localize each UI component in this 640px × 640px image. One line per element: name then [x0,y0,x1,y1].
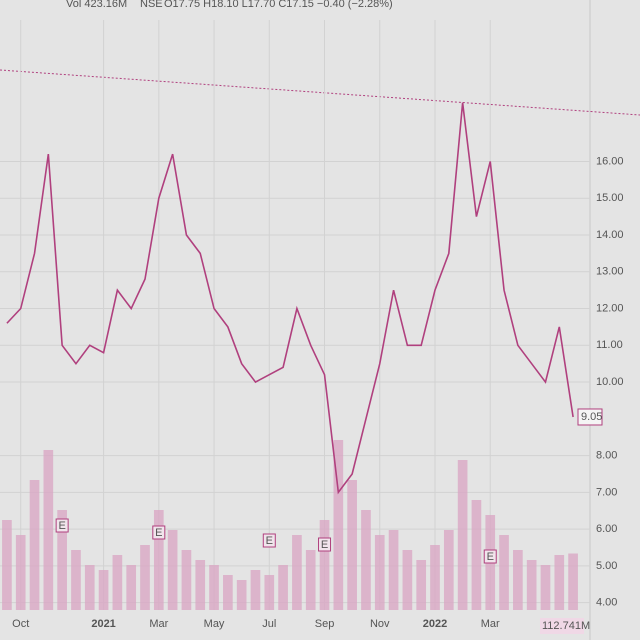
price-line [6,102,574,495]
volume-bar [416,560,427,610]
volume-bar [236,580,247,610]
price-line [0,69,640,116]
volume-info: Vol 423.16M [66,0,127,10]
volume-bar [374,535,385,610]
earnings-marker [483,549,497,564]
volume-bar [15,535,26,610]
x-tick-label: Sep [315,618,335,630]
x-tick-label: Jul [262,618,276,630]
volume-bar [29,480,40,610]
y-tick-label: 5.00 [596,560,617,572]
x-tick-label: Oct [12,618,29,630]
volume-bar [209,565,219,610]
volume-bar [57,510,67,610]
y-tick-label: 16.00 [596,155,624,167]
volume-bar [430,545,440,610]
price-label: 9.05 [581,411,602,423]
volume-bar [292,535,302,610]
volume-bar [181,550,192,610]
volume-bar [457,460,468,610]
y-tick-label: 10.00 [596,376,624,388]
volume-bar [443,530,454,610]
volume-label-box [540,618,584,634]
y-tick-label: 6.00 [596,523,617,535]
volume-bar [2,520,12,610]
earnings-marker [318,537,332,552]
volume-bar [250,570,261,610]
volume-bar [568,553,578,610]
y-tick-label: 15.00 [596,192,624,204]
symbol-info: NSE [140,0,163,10]
ohlc-info: O17.75 H18.10 L17.70 C17.15 −0.40 (−2.28… [164,0,393,10]
y-tick-label: 7.00 [596,486,617,498]
volume-bar [98,570,109,610]
volume-bar [471,500,482,610]
volume-bar [195,560,206,610]
volume-bar [71,550,81,610]
volume-bar [347,480,357,610]
x-tick-label: Mar [149,618,168,630]
volume-bar [513,550,523,610]
volume-bar [278,565,288,610]
volume-bar [499,535,509,610]
earnings-label: E [321,539,328,551]
x-tick-label: May [204,618,225,630]
y-tick-label: 13.00 [596,266,624,278]
volume-bar [361,510,371,610]
volume-bar [540,565,551,610]
volume-bar [264,575,275,610]
x-tick-label: 2022 [423,618,447,630]
volume-bar [140,545,150,610]
volume-bar [43,450,54,610]
y-tick-label: 11.00 [596,339,623,351]
x-tick-label: Mar [481,618,500,630]
earnings-marker [262,533,276,548]
price-label-box [577,408,603,426]
earnings-marker [152,525,166,540]
volume-bar [126,565,137,610]
volume-bar [84,565,95,610]
y-tick-label: 4.00 [596,597,617,609]
volume-label: 112.741M [542,620,590,632]
volume-bar [388,530,399,610]
volume-bar [153,510,164,610]
volume-bar [112,555,123,610]
volume-bar [402,550,413,610]
volume-bar [167,530,178,610]
volume-bar [526,560,537,610]
x-tick-label: Nov [370,618,390,630]
earnings-label: E [155,527,162,539]
x-tick-label: 2021 [91,618,115,630]
volume-bar [319,520,330,610]
y-tick-label: 8.00 [596,449,617,461]
earnings-label: E [266,535,273,547]
volume-bar [333,440,344,610]
earnings-label: E [58,520,65,532]
volume-bar [223,575,233,610]
y-tick-label: 12.00 [596,302,624,314]
earnings-label: E [487,551,494,563]
earnings-marker [55,518,69,533]
volume-bar [554,555,565,610]
volume-bar [305,550,316,610]
y-tick-label: 14.00 [596,229,624,241]
